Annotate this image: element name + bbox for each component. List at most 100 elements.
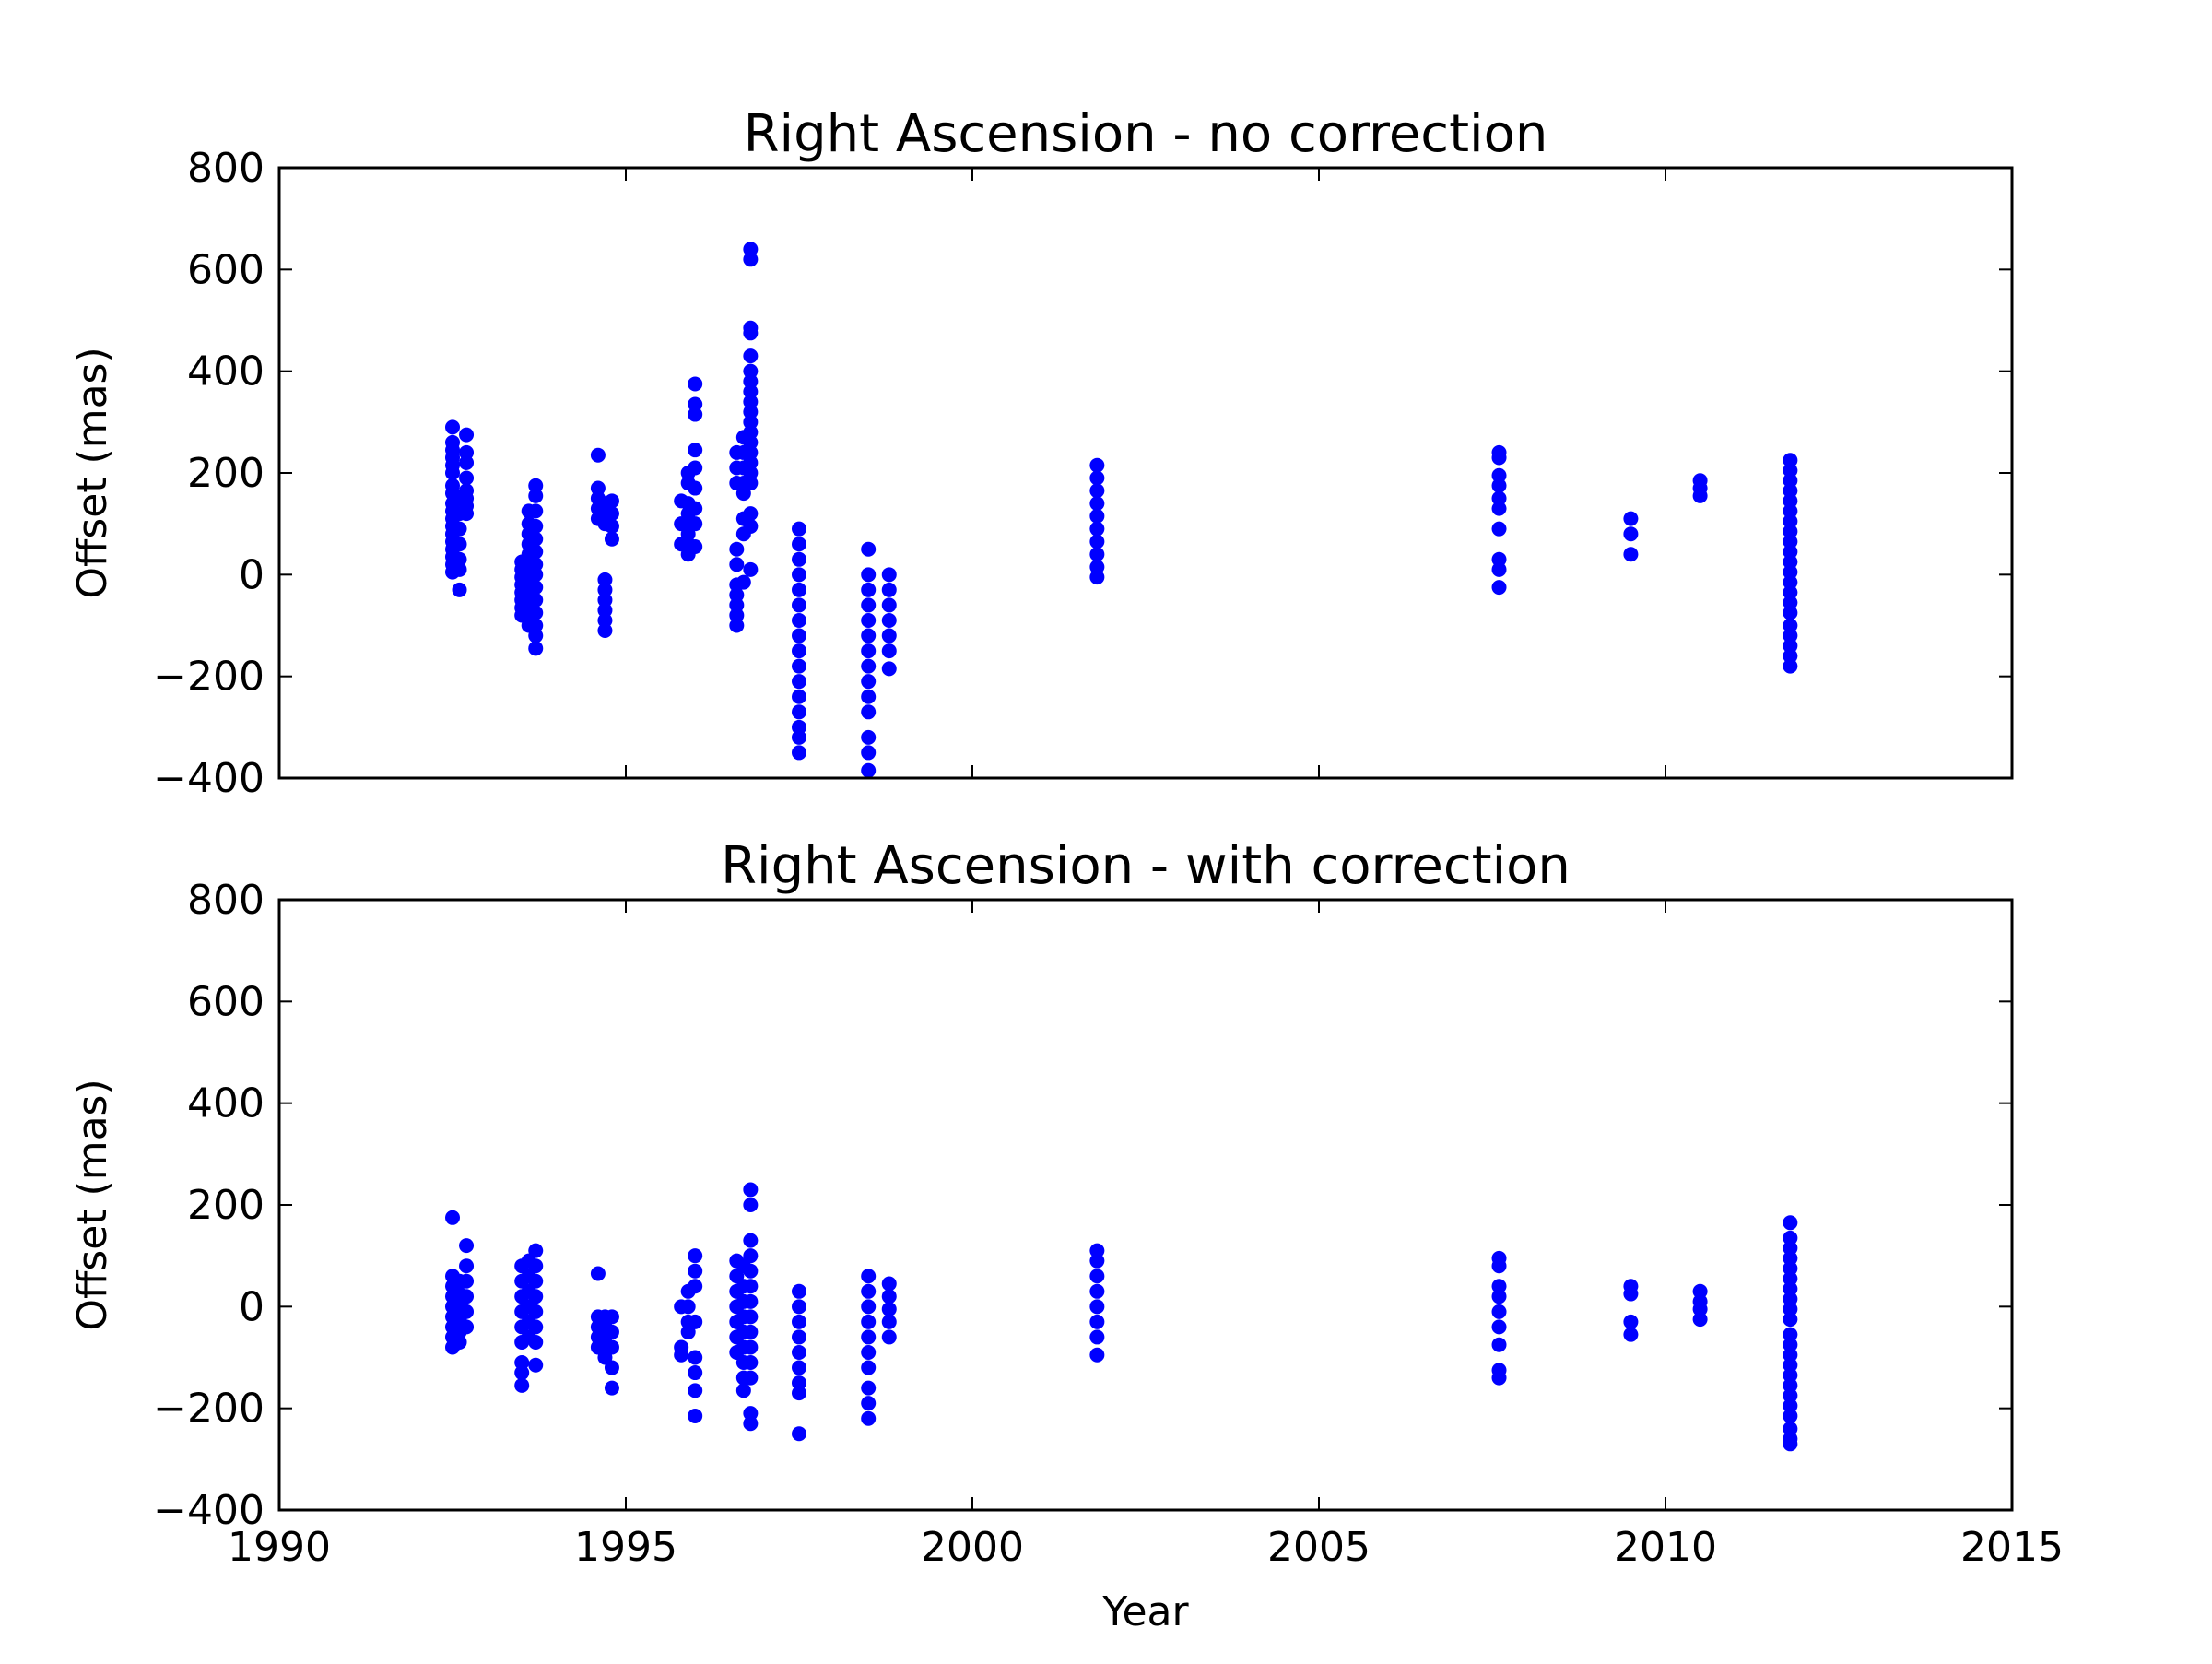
data-point xyxy=(1783,628,1798,643)
data-point xyxy=(881,612,897,628)
data-point xyxy=(604,1380,619,1396)
data-point xyxy=(1089,470,1105,486)
data-point xyxy=(792,1299,806,1315)
y-tick-label: 800 xyxy=(187,877,265,924)
data-point xyxy=(1089,1329,1105,1345)
data-point xyxy=(861,704,877,720)
data-point xyxy=(1783,1302,1798,1317)
data-point xyxy=(1783,1421,1798,1436)
data-point xyxy=(729,597,745,613)
axis-ticks: −400 −200 0 200 400 600 800 xyxy=(153,145,2013,802)
data-point xyxy=(792,689,806,704)
data-point xyxy=(1783,554,1798,570)
data-point xyxy=(1783,1327,1798,1342)
data-point xyxy=(688,1383,703,1398)
data-point xyxy=(688,1365,703,1381)
data-point xyxy=(792,628,806,643)
data-point xyxy=(604,1324,619,1339)
y-tick-label: 600 xyxy=(187,978,265,1025)
data-point xyxy=(792,643,806,659)
data-point xyxy=(528,1319,544,1335)
data-point xyxy=(1783,1387,1798,1403)
data-point xyxy=(1783,1230,1798,1245)
data-point xyxy=(743,363,759,379)
data-point xyxy=(452,561,467,577)
data-point xyxy=(743,1370,759,1386)
data-point xyxy=(861,689,877,704)
data-point xyxy=(514,1355,530,1371)
data-point xyxy=(528,567,544,583)
data-point xyxy=(604,506,619,522)
data-point xyxy=(528,1258,544,1274)
data-point xyxy=(528,580,544,596)
data-point xyxy=(1783,524,1798,539)
data-point xyxy=(861,612,877,628)
data-point xyxy=(743,476,759,491)
data-point xyxy=(743,424,759,440)
data-point xyxy=(1783,658,1798,674)
data-point xyxy=(459,1319,475,1335)
data-point xyxy=(881,643,897,659)
data-point xyxy=(1623,1286,1639,1302)
data-point xyxy=(459,1289,475,1304)
data-point xyxy=(445,466,460,480)
data-point xyxy=(1491,551,1507,567)
data-point xyxy=(743,1339,759,1355)
data-point xyxy=(528,1304,544,1319)
y-tick-label: 0 xyxy=(239,1283,265,1330)
data-point xyxy=(792,582,806,597)
data-point xyxy=(459,444,475,460)
data-point xyxy=(1783,1436,1798,1452)
data-point xyxy=(1783,605,1798,620)
data-point xyxy=(528,531,544,547)
data-point xyxy=(1783,1215,1798,1231)
panel-title: Right Ascension - no correction xyxy=(744,104,1548,164)
data-point xyxy=(861,762,877,778)
data-point xyxy=(861,582,877,597)
data-point xyxy=(688,1350,703,1365)
data-point xyxy=(743,394,759,409)
data-point xyxy=(528,518,544,534)
data-point xyxy=(459,1273,475,1289)
data-point xyxy=(1783,1260,1798,1276)
data-point xyxy=(459,1238,475,1254)
y-axis-label: Offset (mas) xyxy=(69,347,116,598)
y-tick-label: 600 xyxy=(187,246,265,293)
data-point xyxy=(597,592,613,608)
data-point xyxy=(743,348,759,364)
data-point xyxy=(688,480,703,496)
data-point xyxy=(1623,1314,1639,1329)
data-point xyxy=(528,1273,544,1289)
data-point xyxy=(861,1299,877,1315)
y-tick-label: −200 xyxy=(153,654,265,701)
data-point xyxy=(528,1357,544,1373)
data-point xyxy=(1089,483,1105,499)
data-point xyxy=(688,396,703,412)
data-point xyxy=(452,551,467,567)
data-point xyxy=(597,572,613,587)
data-point xyxy=(597,582,613,597)
data-point xyxy=(528,503,544,519)
data-point xyxy=(688,443,703,458)
data-point xyxy=(1783,584,1798,600)
data-point xyxy=(452,1334,467,1350)
data-point xyxy=(792,521,806,537)
data-point xyxy=(528,544,544,560)
data-point xyxy=(861,1329,877,1345)
data-point xyxy=(688,516,703,532)
data-point xyxy=(1783,534,1798,549)
data-point xyxy=(729,541,745,557)
data-point xyxy=(1491,467,1507,483)
data-point xyxy=(1491,521,1507,537)
data-point xyxy=(743,414,759,430)
x-tick-label: 2010 xyxy=(1614,1524,1717,1571)
data-point xyxy=(792,551,806,567)
data-point xyxy=(1783,544,1798,560)
panel-with-correction: Right Ascension - with correction Offset… xyxy=(69,836,2064,1635)
data-point xyxy=(674,1347,689,1363)
data-point xyxy=(1783,1292,1798,1307)
data-point xyxy=(729,557,745,572)
data-point xyxy=(792,567,806,583)
data-point xyxy=(1089,1283,1105,1299)
